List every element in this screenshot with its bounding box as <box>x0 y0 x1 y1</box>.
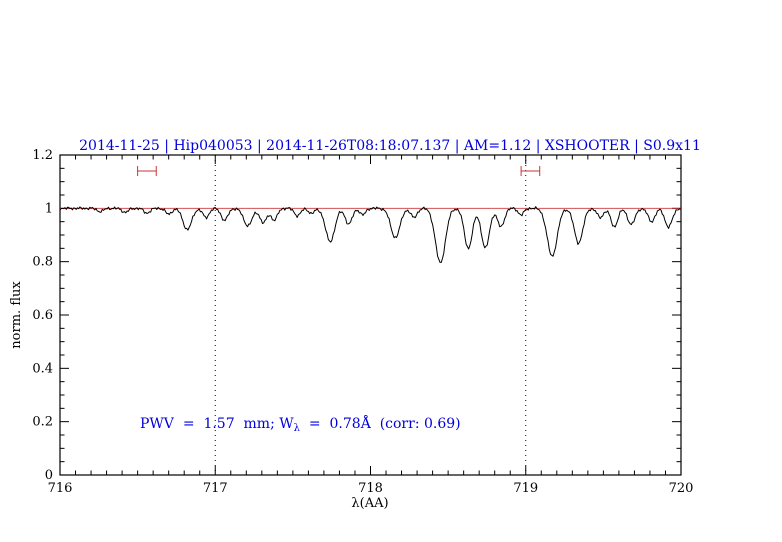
pwv-annotation: PWV = 1.57 mm; Wλ = 0.78Å (corr: 0.69) <box>140 414 461 434</box>
x-tick-label: 718 <box>358 481 383 496</box>
y-tick-label: 1.2 <box>32 148 53 163</box>
range-marker <box>137 166 157 176</box>
y-tick-label: 0.8 <box>32 255 53 270</box>
chart-layer: 716 717 718 719 720 0 0.2 0.4 0.6 0.8 1 1.2 <box>32 148 693 496</box>
x-tick-label: 717 <box>203 481 228 496</box>
y-tick-label: 0.6 <box>32 308 53 323</box>
spectrum-line <box>59 206 682 263</box>
y-tick-label: 0.2 <box>32 415 53 430</box>
y-tick-label: 0 <box>45 468 53 483</box>
lambda-subscript: λ <box>294 423 301 434</box>
range-marker <box>520 166 541 176</box>
y-tick-label: 0.4 <box>32 361 53 376</box>
x-tick-label: 720 <box>669 481 694 496</box>
pwv-annotation-suffix: = 0.78Å (corr: 0.69) <box>300 414 461 432</box>
pwv-annotation-prefix: PWV = 1.57 mm; W <box>140 416 294 432</box>
plot-title: 2014-11-25 | Hip040053 | 2014-11-26T08:1… <box>79 138 701 154</box>
x-tick-label: 716 <box>48 481 73 496</box>
x-tick-label: 719 <box>513 481 538 496</box>
y-tick-label: 1 <box>45 201 53 216</box>
x-axis-label: λ(AA) <box>351 496 388 511</box>
y-axis-label: norm. flux <box>9 281 24 349</box>
